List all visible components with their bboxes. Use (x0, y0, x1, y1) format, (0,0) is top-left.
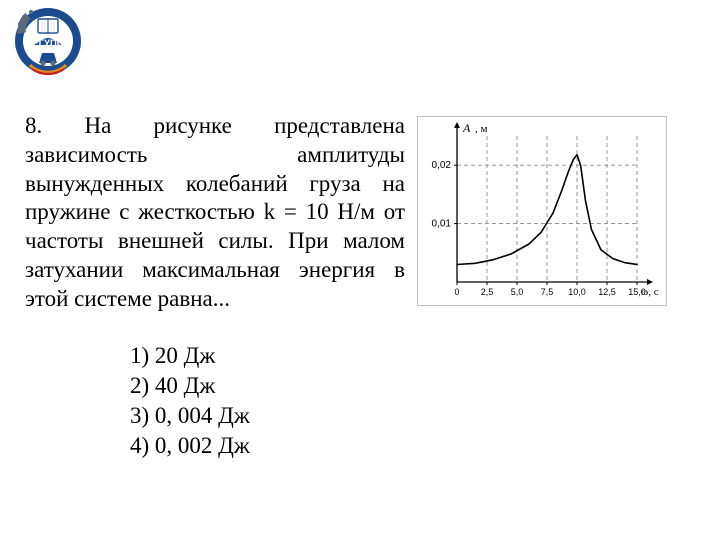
svg-text:12,5: 12,5 (598, 287, 616, 297)
svg-text:A: A (462, 121, 471, 135)
answer-option-2: 2) 40 Дж (130, 371, 695, 401)
svg-text:0: 0 (454, 287, 459, 297)
svg-text:, м: , м (475, 123, 488, 135)
svg-text:0,02: 0,02 (432, 160, 452, 171)
answer-option-1: 1) 20 Дж (130, 341, 695, 371)
svg-text:7,5: 7,5 (541, 287, 554, 297)
svg-text:ω, с: ω, с (641, 286, 659, 298)
svg-text:2,5: 2,5 (481, 287, 494, 297)
question-number: 8. (25, 113, 42, 138)
svg-text:0,01: 0,01 (432, 219, 452, 230)
university-logo: РГУПС (12, 5, 84, 77)
svg-text:5,0: 5,0 (511, 287, 524, 297)
answer-option-4: 4) 0, 002 Дж (130, 431, 695, 461)
question-text: 8. На рисунке представлена зависимость а… (25, 112, 405, 313)
svg-text:10,0: 10,0 (568, 287, 586, 297)
resonance-chart: 02,55,07,510,012,515,00,010,02A, мω, с (417, 116, 667, 306)
svg-text:РГУПС: РГУПС (32, 38, 63, 49)
answer-option-3: 3) 0, 004 Дж (130, 401, 695, 431)
answer-list: 1) 20 Дж 2) 40 Дж 3) 0, 004 Дж 4) 0, 002… (130, 341, 695, 461)
question-body: На рисунке представлена зависимость ампл… (25, 113, 405, 311)
